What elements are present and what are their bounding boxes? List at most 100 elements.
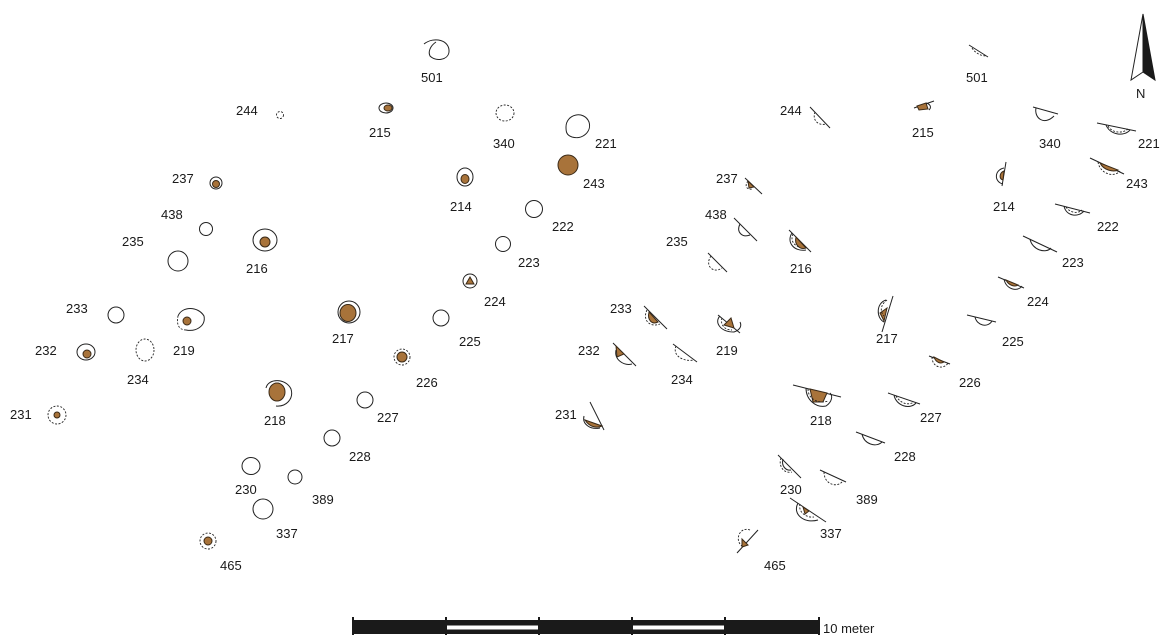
label-389: 389: [312, 492, 334, 507]
scale-seg-2: [445, 624, 540, 631]
north-arrow-right-half: [1142, 13, 1156, 82]
scale-seg-2-top: [446, 620, 539, 625]
section-215: [913, 100, 935, 111]
section-224: [997, 276, 1025, 290]
label-r-244: 244: [780, 103, 802, 118]
label-r-243: 243: [1126, 176, 1148, 191]
label-r-438: 438: [705, 207, 727, 222]
section-221: [1096, 122, 1137, 135]
pit-243: [557, 154, 579, 176]
label-218: 218: [264, 413, 286, 428]
label-234: 234: [127, 372, 149, 387]
section-217: [877, 295, 894, 333]
label-214: 214: [450, 199, 472, 214]
label-r-216: 216: [790, 261, 812, 276]
label-244: 244: [236, 103, 258, 118]
north-arrow-left-half: [1130, 13, 1144, 82]
section-230: [777, 454, 802, 479]
label-235: 235: [122, 234, 144, 249]
label-r-215: 215: [912, 125, 934, 140]
pit-222: [525, 200, 543, 218]
label-232: 232: [35, 343, 57, 358]
label-r-230: 230: [780, 482, 802, 497]
scale-seg-1: [353, 620, 446, 634]
label-r-214: 214: [993, 199, 1015, 214]
section-219: [717, 314, 742, 334]
label-337: 337: [276, 526, 298, 541]
pit-225: [432, 309, 450, 327]
label-r-465: 465: [764, 558, 786, 573]
scale-seg-4-bottom: [632, 630, 725, 634]
pit-231: [47, 405, 67, 425]
label-r-219: 219: [716, 343, 738, 358]
section-223: [1022, 235, 1058, 253]
label-r-217: 217: [876, 331, 898, 346]
label-227: 227: [377, 410, 399, 425]
label-r-389: 389: [856, 492, 878, 507]
section-232: [612, 342, 637, 367]
section-244: [809, 106, 831, 129]
section-222: [1054, 203, 1091, 216]
section-465: [736, 528, 759, 554]
pit-215: [378, 102, 394, 114]
label-r-221: 221: [1138, 136, 1160, 151]
label-243: 243: [583, 176, 605, 191]
section-337: [789, 497, 827, 523]
label-231: 231: [10, 407, 32, 422]
label-228: 228: [349, 449, 371, 464]
pit-227: [356, 391, 374, 409]
section-225: [966, 314, 997, 326]
section-237: [744, 177, 763, 195]
pit-214: [456, 167, 474, 187]
label-r-337: 337: [820, 526, 842, 541]
pit-221: [565, 114, 591, 139]
section-389: [819, 469, 847, 486]
pit-216: [252, 228, 278, 252]
label-222: 222: [552, 219, 574, 234]
pit-218: [265, 380, 293, 407]
label-r-222: 222: [1097, 219, 1119, 234]
pit-224: [462, 273, 478, 289]
pit-237: [209, 176, 223, 190]
north-label: N: [1136, 86, 1145, 101]
section-228: [855, 431, 886, 446]
pit-233: [107, 306, 125, 324]
label-224: 224: [484, 294, 506, 309]
pit-230: [241, 457, 261, 475]
pit-244: [276, 111, 284, 119]
pit-232: [76, 343, 96, 361]
section-243: [1089, 157, 1125, 175]
label-r-225: 225: [1002, 334, 1024, 349]
label-237: 237: [172, 171, 194, 186]
pit-501: [423, 39, 450, 60]
label-230: 230: [235, 482, 257, 497]
scale-seg-3: [539, 620, 632, 634]
section-226: [928, 355, 951, 368]
scale-seg-2-bottom: [446, 630, 539, 634]
pit-438: [199, 222, 213, 236]
pit-235: [167, 250, 189, 272]
label-r-237: 237: [716, 171, 738, 186]
label-r-228: 228: [894, 449, 916, 464]
pit-217: [337, 300, 361, 324]
section-218: [792, 384, 842, 407]
pit-228: [323, 429, 341, 447]
section-501: [968, 44, 989, 58]
label-216: 216: [246, 261, 268, 276]
pit-389: [287, 469, 303, 485]
label-r-235: 235: [666, 234, 688, 249]
label-226: 226: [416, 375, 438, 390]
label-225: 225: [459, 334, 481, 349]
label-501: 501: [421, 70, 443, 85]
label-r-234: 234: [671, 372, 693, 387]
scale-seg-4: [631, 624, 726, 631]
section-view-right: 501 244 215 340 221 243 237 214 438 222 …: [555, 44, 1160, 573]
section-234: [672, 343, 698, 363]
pit-234: [135, 338, 155, 362]
plan-view-left: 501 244 215 340 221 243 237 214 438 222 …: [10, 39, 617, 573]
section-340: [1032, 106, 1059, 121]
section-235: [707, 252, 728, 273]
pit-465: [199, 532, 217, 550]
pit-226: [393, 348, 411, 366]
